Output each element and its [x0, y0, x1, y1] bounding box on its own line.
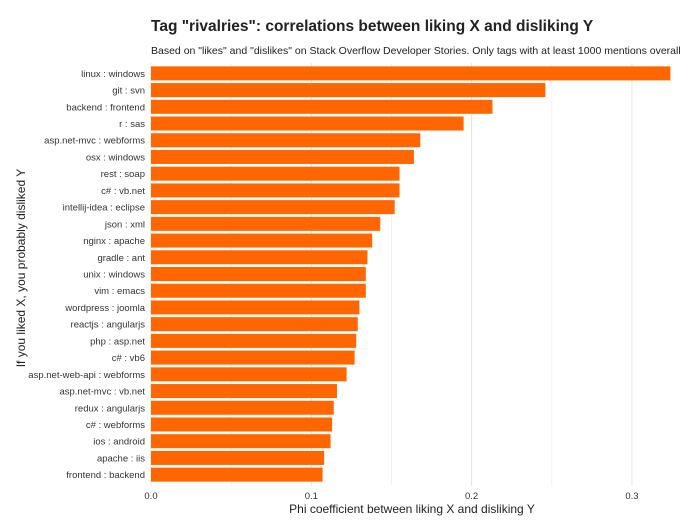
bar — [151, 149, 414, 164]
bar — [151, 83, 546, 98]
bar — [151, 183, 400, 198]
y-tick-label: frontend : backend — [66, 470, 145, 481]
y-tick-label: c# : vb.net — [101, 186, 145, 197]
y-tick-label: php : asp.net — [90, 336, 145, 347]
y-tick-label: vim : emacs — [94, 286, 145, 297]
bar — [151, 367, 347, 382]
y-tick-label: git : svn — [112, 86, 145, 97]
bar — [151, 216, 381, 231]
x-tick-label: 0.2 — [465, 491, 478, 502]
bar — [151, 233, 373, 248]
x-axis-label: Phi coefficient between liking X and dis… — [289, 502, 535, 516]
bar — [151, 267, 366, 281]
x-tick-label: 0.0 — [144, 491, 157, 502]
bar — [151, 133, 421, 148]
y-tick-label: wordpress : joomla — [64, 303, 145, 314]
y-tick-label: nginx : apache — [83, 236, 145, 247]
bar — [151, 434, 331, 449]
bar — [151, 283, 366, 298]
chart-title: Tag "rivalries": correlations between li… — [151, 18, 594, 35]
y-axis-label: If you liked X, you probably disliked Y — [14, 169, 28, 368]
y-tick-label: apache : iis — [97, 453, 145, 464]
bar — [151, 450, 325, 465]
y-tick-label: r : sas — [119, 119, 145, 130]
bar — [151, 99, 493, 114]
chart-subtitle: Based on "likes" and "dislikes" on Stack… — [151, 45, 681, 57]
bar — [151, 384, 337, 399]
bar — [151, 66, 671, 81]
y-tick-label: ios : android — [93, 437, 145, 448]
bar — [151, 200, 395, 215]
bar — [151, 350, 355, 365]
y-tick-label: unix : windows — [83, 270, 145, 281]
bar — [151, 300, 360, 315]
y-tick-label: c# : webforms — [86, 420, 145, 431]
y-tick-label: asp.net-mvc : vb.net — [59, 387, 145, 398]
bar — [151, 400, 334, 415]
x-tick-label: 0.3 — [625, 491, 638, 502]
y-tick-label: osx : windows — [86, 152, 145, 163]
bar — [151, 333, 357, 348]
y-tick-label: asp.net-mvc : webforms — [44, 136, 145, 147]
y-tick-label: linux : windows — [81, 69, 145, 80]
bar — [151, 166, 400, 181]
bar — [151, 467, 323, 482]
y-tick-label: c# : vb6 — [112, 353, 145, 364]
bar — [151, 317, 358, 332]
y-tick-label: asp.net-web-api : webforms — [28, 370, 145, 381]
y-tick-label: gradle : ant — [97, 253, 145, 264]
bars — [151, 66, 671, 482]
bar — [151, 250, 368, 265]
bar — [151, 116, 464, 131]
y-tick-label: rest : soap — [101, 169, 145, 180]
y-tick-label: redux : angularjs — [75, 403, 145, 414]
y-tick-label: reactjs : angularjs — [71, 320, 146, 331]
x-tick-label: 0.1 — [305, 491, 318, 502]
y-tick-labels: linux : windows git : svn backend : fronte… — [28, 69, 145, 481]
y-tick-label: json : xml — [104, 219, 145, 230]
y-tick-label: intellij-idea : eclipse — [63, 203, 145, 214]
bar — [151, 417, 333, 432]
y-tick-label: backend : frontend — [66, 102, 145, 113]
x-tick-labels: 0.0 0.1 0.2 0.3 — [144, 491, 638, 502]
